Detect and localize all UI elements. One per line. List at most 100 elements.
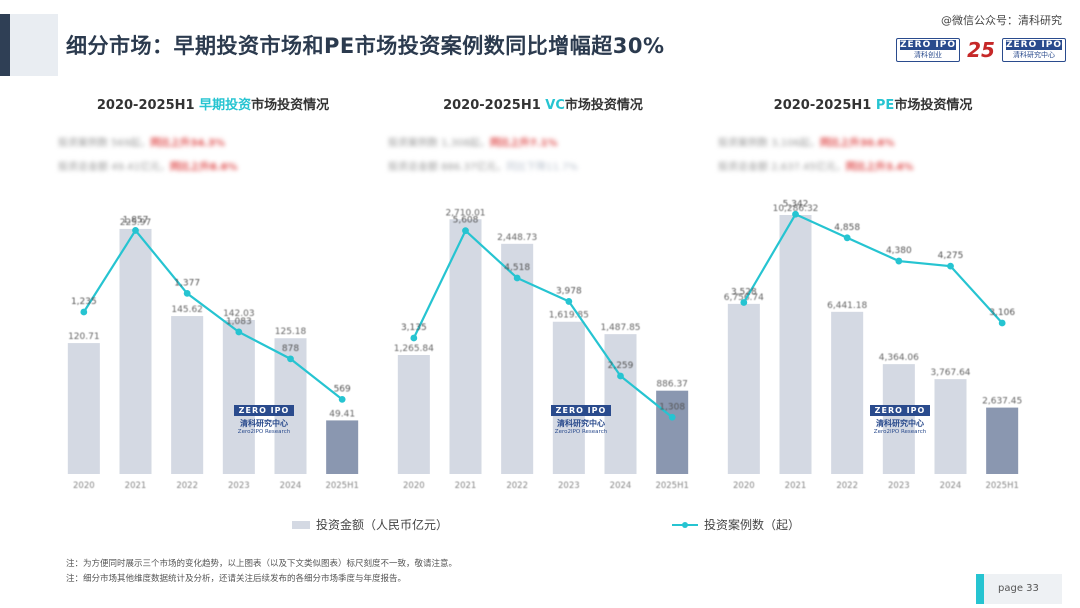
title-accent-block bbox=[10, 14, 58, 76]
stat-deal-count: 投资案例数 569起，同比上升34.3% bbox=[58, 138, 225, 149]
bar bbox=[727, 303, 760, 474]
line-point bbox=[183, 289, 191, 297]
bar bbox=[986, 407, 1019, 474]
legend-bar-label: 投资金额（人民币亿元） bbox=[316, 518, 449, 532]
x-tick-label: 2025H1 bbox=[325, 481, 358, 491]
line-point bbox=[338, 395, 346, 403]
stat-deal-count: 投资案例数 1,308起，同比上升7.1% bbox=[388, 138, 558, 149]
line-point bbox=[287, 355, 294, 363]
bar bbox=[326, 420, 359, 474]
bar-value-label: 1,265.84 bbox=[394, 344, 434, 354]
bar bbox=[67, 343, 100, 474]
line-point bbox=[235, 328, 243, 336]
bar bbox=[779, 215, 812, 474]
line-value-label: 1,308 bbox=[659, 402, 685, 412]
footnote: 注：为方便同时展示三个市场的变化趋势，以上图表（以及下文类似图表）标尺刻度不一致… bbox=[66, 559, 458, 569]
bar-value-label: 886.37 bbox=[656, 380, 688, 390]
x-tick-label: 2024 bbox=[940, 481, 962, 491]
page-title: 细分市场：早期投资市场和PE市场投资案例数同比增幅超30% bbox=[66, 34, 665, 58]
line-point bbox=[80, 308, 88, 316]
x-tick-label: 2025H1 bbox=[655, 481, 688, 491]
legend-bar: 投资金额（人民币亿元） bbox=[292, 516, 448, 533]
line-point bbox=[410, 334, 418, 342]
stat-deal-count: 投资案例数 3,106起，同比上升30.6% bbox=[718, 138, 895, 149]
chart-panel-pe: 2020-2025H1 PE市场投资情况 投资案例数 3,106起，同比上升30… bbox=[708, 86, 1038, 516]
line-point bbox=[462, 227, 469, 235]
anniversary-25-logo: 25 bbox=[967, 38, 995, 62]
bar-value-label: 10,286.32 bbox=[773, 204, 819, 214]
bar bbox=[934, 379, 967, 474]
line-point bbox=[843, 234, 851, 242]
bar-value-label: 1,487.85 bbox=[600, 323, 640, 333]
line-point bbox=[895, 257, 903, 265]
bar-value-label: 125.18 bbox=[275, 327, 307, 337]
line-point bbox=[740, 299, 748, 306]
line-value-label: 878 bbox=[282, 344, 299, 354]
x-tick-label: 2020 bbox=[403, 481, 425, 491]
chart-panel-early-stage: 2020-2025H1 早期投资市场投资情况 投资案例数 569起，同比上升34… bbox=[48, 86, 378, 516]
zero2ipo-ventures-logo: ZERO IPO 清科创业 bbox=[896, 38, 960, 62]
x-tick-label: 2021 bbox=[785, 481, 807, 491]
bar-value-label: 2,448.73 bbox=[497, 233, 537, 243]
x-tick-label: 2024 bbox=[610, 481, 632, 491]
footnote: 注：细分市场其他维度数据统计及分析，还请关注后续发布的各细分市场季度与年度报告。 bbox=[66, 574, 407, 584]
zero2ipo-research-logo: ZERO IPO 清科研究中心 bbox=[1002, 38, 1066, 62]
deal-count-line bbox=[82, 228, 343, 401]
bar bbox=[222, 319, 255, 474]
line-value-label: 5,342 bbox=[783, 199, 809, 209]
line-value-label: 2,259 bbox=[608, 361, 634, 371]
line-value-label: 4,858 bbox=[834, 223, 860, 233]
line-value-label: 1,083 bbox=[226, 317, 252, 327]
x-tick-label: 2021 bbox=[125, 481, 147, 491]
line-value-label: 3,528 bbox=[731, 287, 757, 297]
stat-investment-amount: 投资总金额 49.41亿元，同比上升8.6% bbox=[58, 162, 238, 173]
x-tick-label: 2020 bbox=[73, 481, 95, 491]
bar-value-label: 4,364.06 bbox=[879, 353, 919, 363]
bar-value-label: 1,619.85 bbox=[549, 311, 589, 321]
x-tick-label: 2021 bbox=[455, 481, 477, 491]
line-value-label: 5,608 bbox=[453, 216, 479, 226]
bar bbox=[831, 311, 864, 474]
line-point bbox=[565, 298, 573, 305]
wechat-label: @微信公众号：清科研究 bbox=[941, 14, 1062, 27]
bar bbox=[656, 390, 689, 474]
line-point bbox=[617, 372, 624, 380]
x-tick-label: 2024 bbox=[280, 481, 302, 491]
bar bbox=[604, 334, 637, 474]
x-tick-label: 2023 bbox=[888, 481, 910, 491]
x-tick-label: 2022 bbox=[176, 481, 198, 491]
line-point bbox=[947, 262, 954, 270]
chart-title: 2020-2025H1 PE市场投资情况 bbox=[773, 98, 973, 113]
line-point bbox=[132, 227, 139, 234]
line-value-label: 1,857 bbox=[123, 215, 149, 225]
bar-value-label: 6,441.18 bbox=[827, 301, 867, 311]
bar-value-label: 145.62 bbox=[171, 305, 203, 315]
line-point bbox=[668, 413, 676, 421]
watermark-logo: ZERO IPO 清科研究中心 Zero2IPO Research bbox=[234, 405, 294, 435]
logo-row: ZERO IPO 清科创业 25 ZERO IPO 清科研究中心 bbox=[896, 34, 1066, 66]
page-number: page 33 bbox=[998, 583, 1039, 594]
x-tick-label: 2023 bbox=[228, 481, 250, 491]
line-point bbox=[998, 319, 1006, 327]
x-tick-label: 2020 bbox=[733, 481, 755, 491]
legend-line-swatch bbox=[672, 520, 698, 530]
stat-investment-amount: 投资总金额 2,637.45亿元，同比上升3.4% bbox=[718, 162, 914, 173]
bar-value-label: 6,756.74 bbox=[724, 293, 764, 303]
line-point bbox=[792, 210, 799, 218]
bar bbox=[449, 219, 482, 474]
bar bbox=[171, 316, 204, 474]
chart-pe: 6,756.74 2020 10,286.32 2021 6,441.18 2022 4,3… bbox=[724, 199, 1022, 491]
line-value-label: 569 bbox=[334, 384, 351, 394]
footnotes: 注：为方便同时展示三个市场的变化趋势，以上图表（以及下文类似图表）标尺刻度不一致… bbox=[66, 557, 457, 587]
watermark-logo: ZERO IPO 清科研究中心 Zero2IPO Research bbox=[870, 405, 930, 435]
line-value-label: 4,518 bbox=[504, 263, 530, 273]
deal-count-line bbox=[742, 212, 1003, 324]
line-value-label: 3,106 bbox=[989, 308, 1015, 318]
bar bbox=[397, 355, 430, 474]
legend-line: 投资案例数（起） bbox=[672, 516, 800, 533]
line-value-label: 1,235 bbox=[71, 297, 97, 307]
line-point bbox=[513, 274, 521, 282]
bar-value-label: 225.97 bbox=[120, 218, 152, 228]
line-value-label: 1,377 bbox=[174, 278, 200, 288]
bar-value-label: 49.41 bbox=[329, 409, 355, 419]
